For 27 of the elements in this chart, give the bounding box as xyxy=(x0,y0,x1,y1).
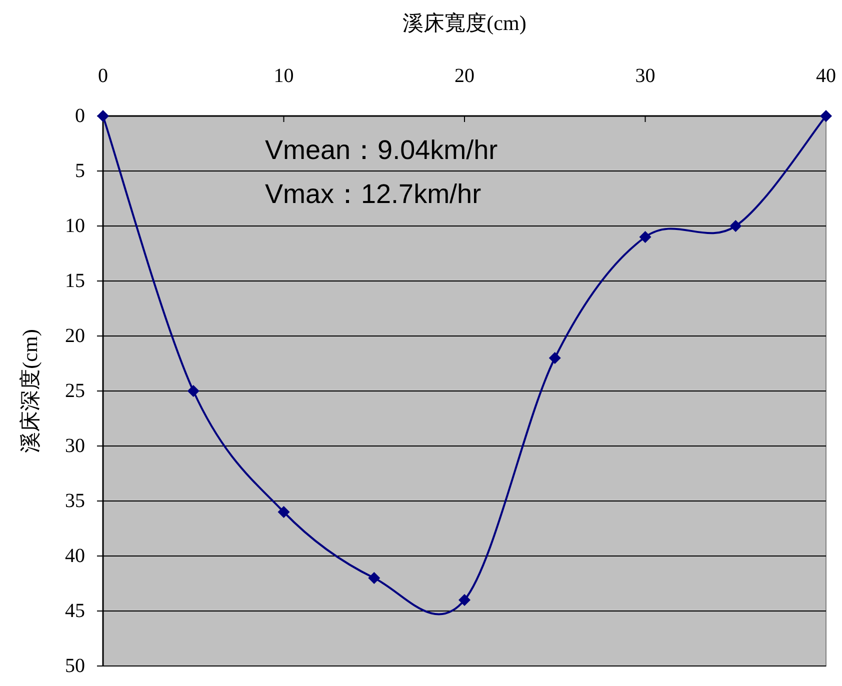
y-tick-label: 50 xyxy=(65,655,85,677)
point xyxy=(639,231,652,243)
y-tick-label: 40 xyxy=(65,545,85,567)
y-tick-label: 25 xyxy=(65,380,85,402)
y-tick-label: 30 xyxy=(65,435,85,457)
point xyxy=(187,385,200,397)
x-tick-label: 40 xyxy=(816,65,836,87)
annotation: Vmean：9.04km/hr xyxy=(265,135,498,165)
y-axis-title: 溪床深度(cm) xyxy=(18,329,42,453)
y-tick-label: 10 xyxy=(65,215,85,237)
point xyxy=(278,506,290,518)
point xyxy=(368,572,380,584)
y-tick-label: 45 xyxy=(65,600,85,622)
x-tick-label: 30 xyxy=(635,65,656,87)
annotation: Vmax：12.7km/hr xyxy=(265,179,482,209)
point xyxy=(458,594,470,606)
y-tick-label: 5 xyxy=(75,160,85,182)
x-tick-label: 20 xyxy=(454,65,474,87)
x-tick-label: 10 xyxy=(274,65,294,87)
point xyxy=(548,352,561,364)
y-tick-label: 35 xyxy=(65,490,85,512)
y-tick-label: 0 xyxy=(75,105,85,127)
x-tick-label: 0 xyxy=(98,65,108,87)
x-axis-title: 溪床寬度(cm) xyxy=(402,11,526,35)
y-tick-label: 15 xyxy=(65,270,85,292)
point xyxy=(730,220,742,232)
y-tick-label: 20 xyxy=(65,325,85,347)
